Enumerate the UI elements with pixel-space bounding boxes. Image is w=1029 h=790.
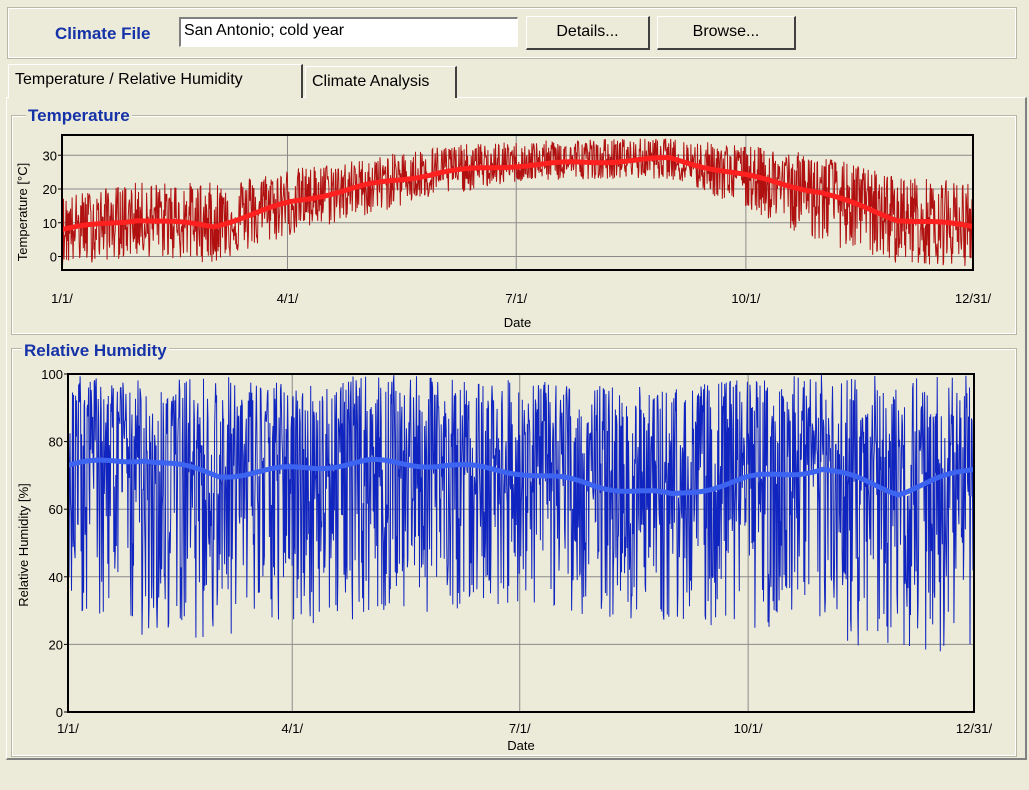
temp-x-tick-label: 1/1/ xyxy=(51,291,73,306)
relative-humidity-group-title: Relative Humidity xyxy=(22,341,169,360)
temp-y-axis-title: Temperature [°C] xyxy=(15,163,30,261)
climate-file-label: Climate File xyxy=(55,24,151,43)
rh-smoothed-series xyxy=(67,456,975,498)
temp-smoothed-series xyxy=(61,155,974,232)
rh-x-tick-label: 7/1/ xyxy=(509,721,531,736)
rh-y-tick-label: 0 xyxy=(56,705,63,720)
rh-x-axis-title: Date xyxy=(507,738,534,753)
temperature-group xyxy=(11,115,1017,335)
rh-x-tick-label: 4/1/ xyxy=(281,721,303,736)
rh-raw-series xyxy=(67,374,975,652)
climate-file-input[interactable]: San Antonio; cold year xyxy=(179,17,518,47)
tab-temperature-humidity[interactable]: Temperature / Relative Humidity xyxy=(8,64,303,98)
temp-x-tick-label: 7/1/ xyxy=(505,291,527,306)
temp-plot-frame xyxy=(61,134,974,271)
temperature-group-title: Temperature xyxy=(26,106,132,125)
rh-x-tick-label: 1/1/ xyxy=(57,721,79,736)
temp-y-tick-label: 10 xyxy=(43,216,57,231)
rh-x-tick-label: 10/1/ xyxy=(734,721,763,736)
rh-y-tick-label: 80 xyxy=(49,435,63,450)
rh-x-tick-label: 12/31/ xyxy=(956,721,993,736)
rh-plot-frame xyxy=(67,373,975,713)
rh-y-tick-label: 100 xyxy=(41,367,63,382)
temp-x-axis-title: Date xyxy=(504,315,531,330)
temp-y-tick-label: 20 xyxy=(43,182,57,197)
browse-button[interactable]: Browse... xyxy=(657,16,796,50)
rh-y-axis-title: Relative Humidity [%] xyxy=(16,483,31,607)
climate-file-bar xyxy=(7,7,1017,59)
temp-x-tick-label: 12/31/ xyxy=(955,291,992,306)
tab-climate-analysis[interactable]: Climate Analysis xyxy=(305,66,457,98)
temp-raw-series xyxy=(61,138,974,267)
rh-y-tick-label: 20 xyxy=(49,637,63,652)
rh-y-tick-label: 40 xyxy=(49,570,63,585)
temp-y-tick-label: 0 xyxy=(50,250,57,265)
relative-humidity-group xyxy=(11,348,1017,757)
temp-x-tick-label: 10/1/ xyxy=(731,291,760,306)
temp-x-tick-label: 4/1/ xyxy=(277,291,299,306)
details-button[interactable]: Details... xyxy=(526,16,650,50)
tab-panel xyxy=(6,97,1027,760)
temp-y-tick-label: 30 xyxy=(43,148,57,163)
rh-y-tick-label: 60 xyxy=(49,502,63,517)
